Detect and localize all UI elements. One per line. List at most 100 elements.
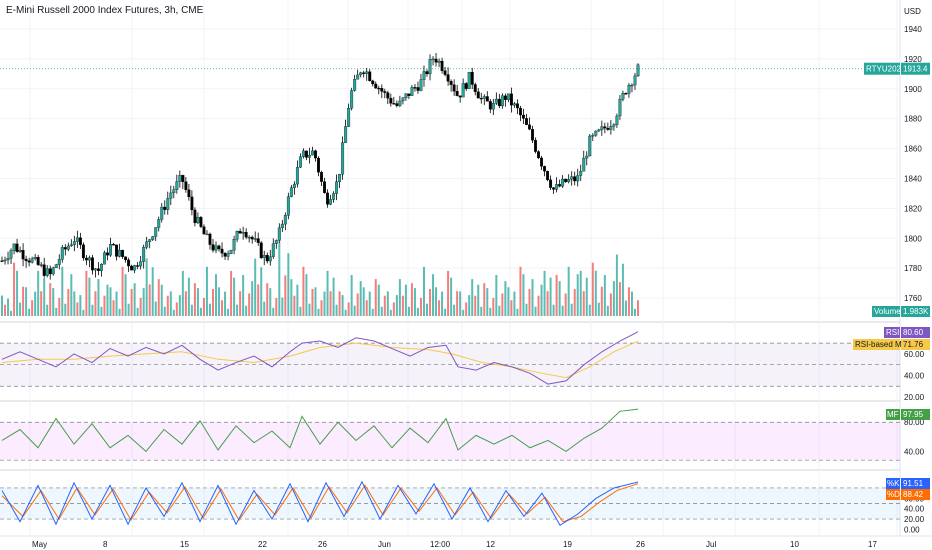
candle-body (443, 70, 447, 75)
candle-body (380, 88, 384, 92)
candle-body (280, 223, 284, 228)
volume-bar (302, 266, 305, 316)
volume-bar (211, 288, 214, 316)
time-tick-label: 17 (868, 540, 877, 549)
volume-bar (260, 267, 263, 316)
volume-bar (100, 306, 103, 316)
candle-body (455, 90, 459, 96)
rsi-ma-value: 71.76 (903, 340, 924, 349)
volume-bar (576, 274, 579, 316)
volume-bar (266, 283, 269, 316)
volume-bar (79, 295, 82, 316)
candle-body (90, 257, 94, 271)
candle-body (558, 184, 562, 187)
volume-bar (540, 284, 543, 316)
volume-bar (133, 283, 136, 316)
volume-bar (208, 303, 211, 316)
candle-body (18, 250, 22, 252)
volume-bar (251, 281, 254, 316)
candle-body (326, 192, 329, 205)
candle-body (359, 72, 363, 76)
candle-body (229, 249, 233, 254)
volume-bar (145, 258, 148, 316)
volume-bar (395, 295, 398, 316)
volume-bar (160, 284, 163, 316)
volume-bar (341, 295, 344, 316)
candle-body (353, 79, 357, 91)
rsi-tick-label: 40.00 (904, 371, 925, 380)
volume-bar (591, 262, 594, 316)
volume-bar (588, 304, 591, 316)
volume-bar (450, 277, 453, 316)
candle-body (311, 150, 314, 156)
candle-body (160, 206, 164, 220)
candle-body (500, 95, 504, 107)
volume-bar (422, 266, 425, 316)
volume-bar (221, 300, 224, 316)
candle-body (479, 97, 483, 100)
volume-bar (585, 277, 588, 316)
candle-body (268, 256, 272, 262)
stoch-k-label: %K (887, 479, 900, 488)
candle-body (416, 87, 420, 91)
last-price-tag-bg (901, 62, 930, 75)
volume-bar (227, 308, 230, 316)
candle-body (350, 90, 354, 109)
volume-bar (181, 270, 184, 316)
candle-body (115, 244, 118, 257)
candle-body (627, 85, 631, 94)
candle-body (0, 260, 4, 262)
volume-bar (338, 291, 341, 316)
volume-bar (416, 307, 419, 316)
candle-body (582, 157, 586, 172)
axes: 1760178018001820184018601880190019201940… (32, 7, 925, 549)
volume-bar (462, 309, 465, 316)
candle-body (181, 175, 185, 182)
candle-body (338, 173, 342, 182)
candle-body (298, 156, 302, 168)
candle-body (615, 115, 619, 125)
volume-bar (199, 307, 202, 316)
volume-bar (498, 305, 501, 316)
candle-body (130, 265, 134, 271)
candle-body (383, 91, 387, 93)
price-tick-label: 1760 (904, 294, 922, 303)
candle-body (362, 72, 366, 74)
time-tick-label: 15 (180, 540, 189, 549)
volume-bar (151, 267, 154, 316)
volume-bar (142, 288, 145, 316)
volume-bar (287, 253, 290, 316)
volume-bar (609, 293, 612, 316)
candle-body (139, 261, 143, 267)
time-tick-label: 12:00 (430, 540, 451, 549)
candle-body (555, 184, 559, 190)
grid (0, 0, 932, 537)
volume-bar (474, 295, 477, 316)
stoch-d-label: %D (887, 490, 900, 499)
candle-body (30, 258, 34, 263)
volume-bar (410, 283, 413, 316)
volume-bar (190, 304, 193, 316)
candle-body (238, 231, 242, 234)
volume-bar (555, 275, 558, 316)
volume-bar (284, 275, 287, 316)
candle-body (57, 259, 61, 265)
volume-bar (350, 275, 353, 316)
volume-bar (453, 304, 456, 316)
volume-bar (519, 266, 522, 316)
volume-bar (627, 287, 630, 316)
volume-bar (218, 287, 221, 316)
volume-bar (531, 279, 534, 316)
candle-body (163, 206, 167, 210)
candle-body (341, 142, 345, 175)
volume-bar (40, 291, 43, 316)
mf-value-bg (901, 409, 930, 420)
volume-bar (215, 274, 218, 316)
volume-bar (537, 295, 540, 316)
price-tick-label: 1900 (904, 85, 922, 94)
volume-bar (528, 288, 531, 316)
rsi-line (1, 331, 639, 385)
candle-body (323, 181, 326, 194)
candle-body (145, 241, 149, 248)
volume-bar (407, 306, 410, 316)
